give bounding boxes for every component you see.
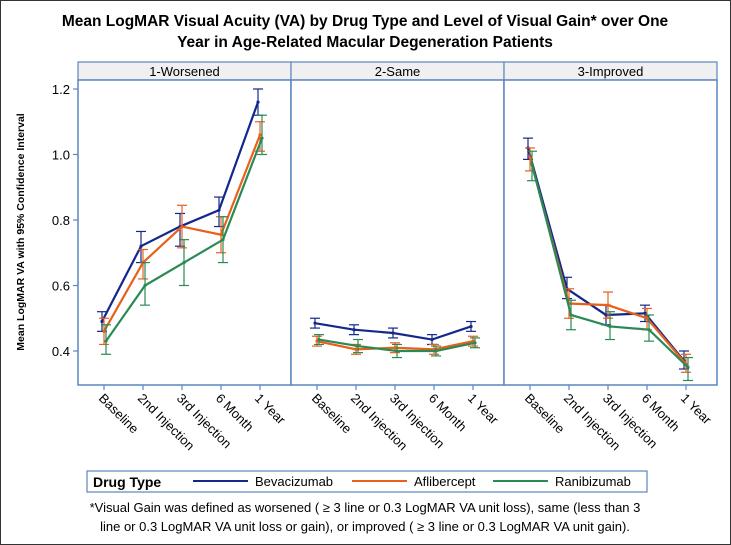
legend-item-label: Ranibizumab (555, 474, 631, 489)
data-point (100, 319, 104, 324)
footnote-line-1: *Visual Gain was defined as worsened ( ≥… (90, 500, 641, 515)
y-tick-label: 0.8 (52, 213, 70, 228)
x-tick-label: Baseline (522, 391, 568, 437)
data-point (352, 328, 356, 332)
data-point (139, 244, 143, 248)
data-point (569, 313, 573, 317)
panel-title: 2-Same (375, 64, 421, 79)
legend-item-label: Aflibercept (414, 474, 476, 489)
series-bevacizumab (310, 317, 476, 346)
data-point (645, 316, 649, 320)
data-point (530, 162, 534, 166)
x-tick-label: 1 Year (252, 391, 289, 428)
legend-item-label: Bevacizumab (255, 474, 333, 489)
data-point (686, 365, 690, 369)
data-point (434, 349, 438, 353)
data-point (219, 233, 223, 237)
footnote-line-2: line or 0.3 LogMAR VA unit loss or gain)… (100, 519, 630, 534)
data-point (260, 136, 264, 140)
y-tick-label: 0.6 (52, 279, 70, 294)
panel-plot-area (77, 79, 292, 386)
x-tick-label: 1 Year (465, 391, 502, 428)
data-point (356, 344, 360, 348)
legend-title: Drug Type (93, 474, 161, 490)
data-point (221, 238, 225, 242)
data-point (469, 324, 473, 329)
x-tick-label: 1 Year (678, 391, 715, 428)
data-point (430, 337, 434, 342)
y-tick-label: 1.0 (52, 148, 70, 163)
series-ranibizumab (101, 114, 267, 355)
data-point (313, 321, 317, 325)
data-point (473, 341, 477, 345)
chart-title-line-2: Year in Age-Related Macular Degeneration… (177, 34, 553, 51)
data-point (604, 313, 608, 317)
data-point (608, 324, 612, 329)
x-tick-label: Baseline (309, 391, 355, 437)
data-point (217, 208, 221, 212)
legend: Drug Type Bevacizumab Aflibercept Ranibizu… (86, 470, 648, 493)
y-tick-label: 1.2 (52, 82, 70, 97)
y-tick-label: 0.4 (52, 344, 70, 359)
panel-title: 1-Worsened (149, 64, 220, 79)
y-axis-label: Mean LogMAR VA with 95% Confidence Inter… (15, 113, 27, 351)
data-point (258, 133, 262, 137)
data-point (180, 224, 184, 229)
data-point (647, 328, 651, 332)
data-point (256, 100, 260, 104)
series-ranibizumab (314, 334, 480, 359)
data-point (102, 329, 106, 333)
data-point (606, 303, 610, 307)
data-point (143, 283, 147, 288)
series-bevacizumab (97, 88, 263, 332)
data-point (391, 331, 395, 335)
data-point (104, 339, 108, 343)
data-point (317, 337, 321, 342)
series-ranibizumab (527, 150, 693, 382)
data-point (528, 156, 532, 160)
data-point (182, 260, 186, 265)
data-point (395, 349, 399, 353)
data-point (354, 347, 358, 351)
x-tick-label: Baseline (96, 391, 142, 437)
data-point (393, 346, 397, 350)
panel-title: 3-Improved (578, 64, 644, 79)
chart-title-line-1: Mean LogMAR Visual Acuity (VA) by Drug T… (62, 13, 669, 30)
data-point (643, 311, 647, 315)
